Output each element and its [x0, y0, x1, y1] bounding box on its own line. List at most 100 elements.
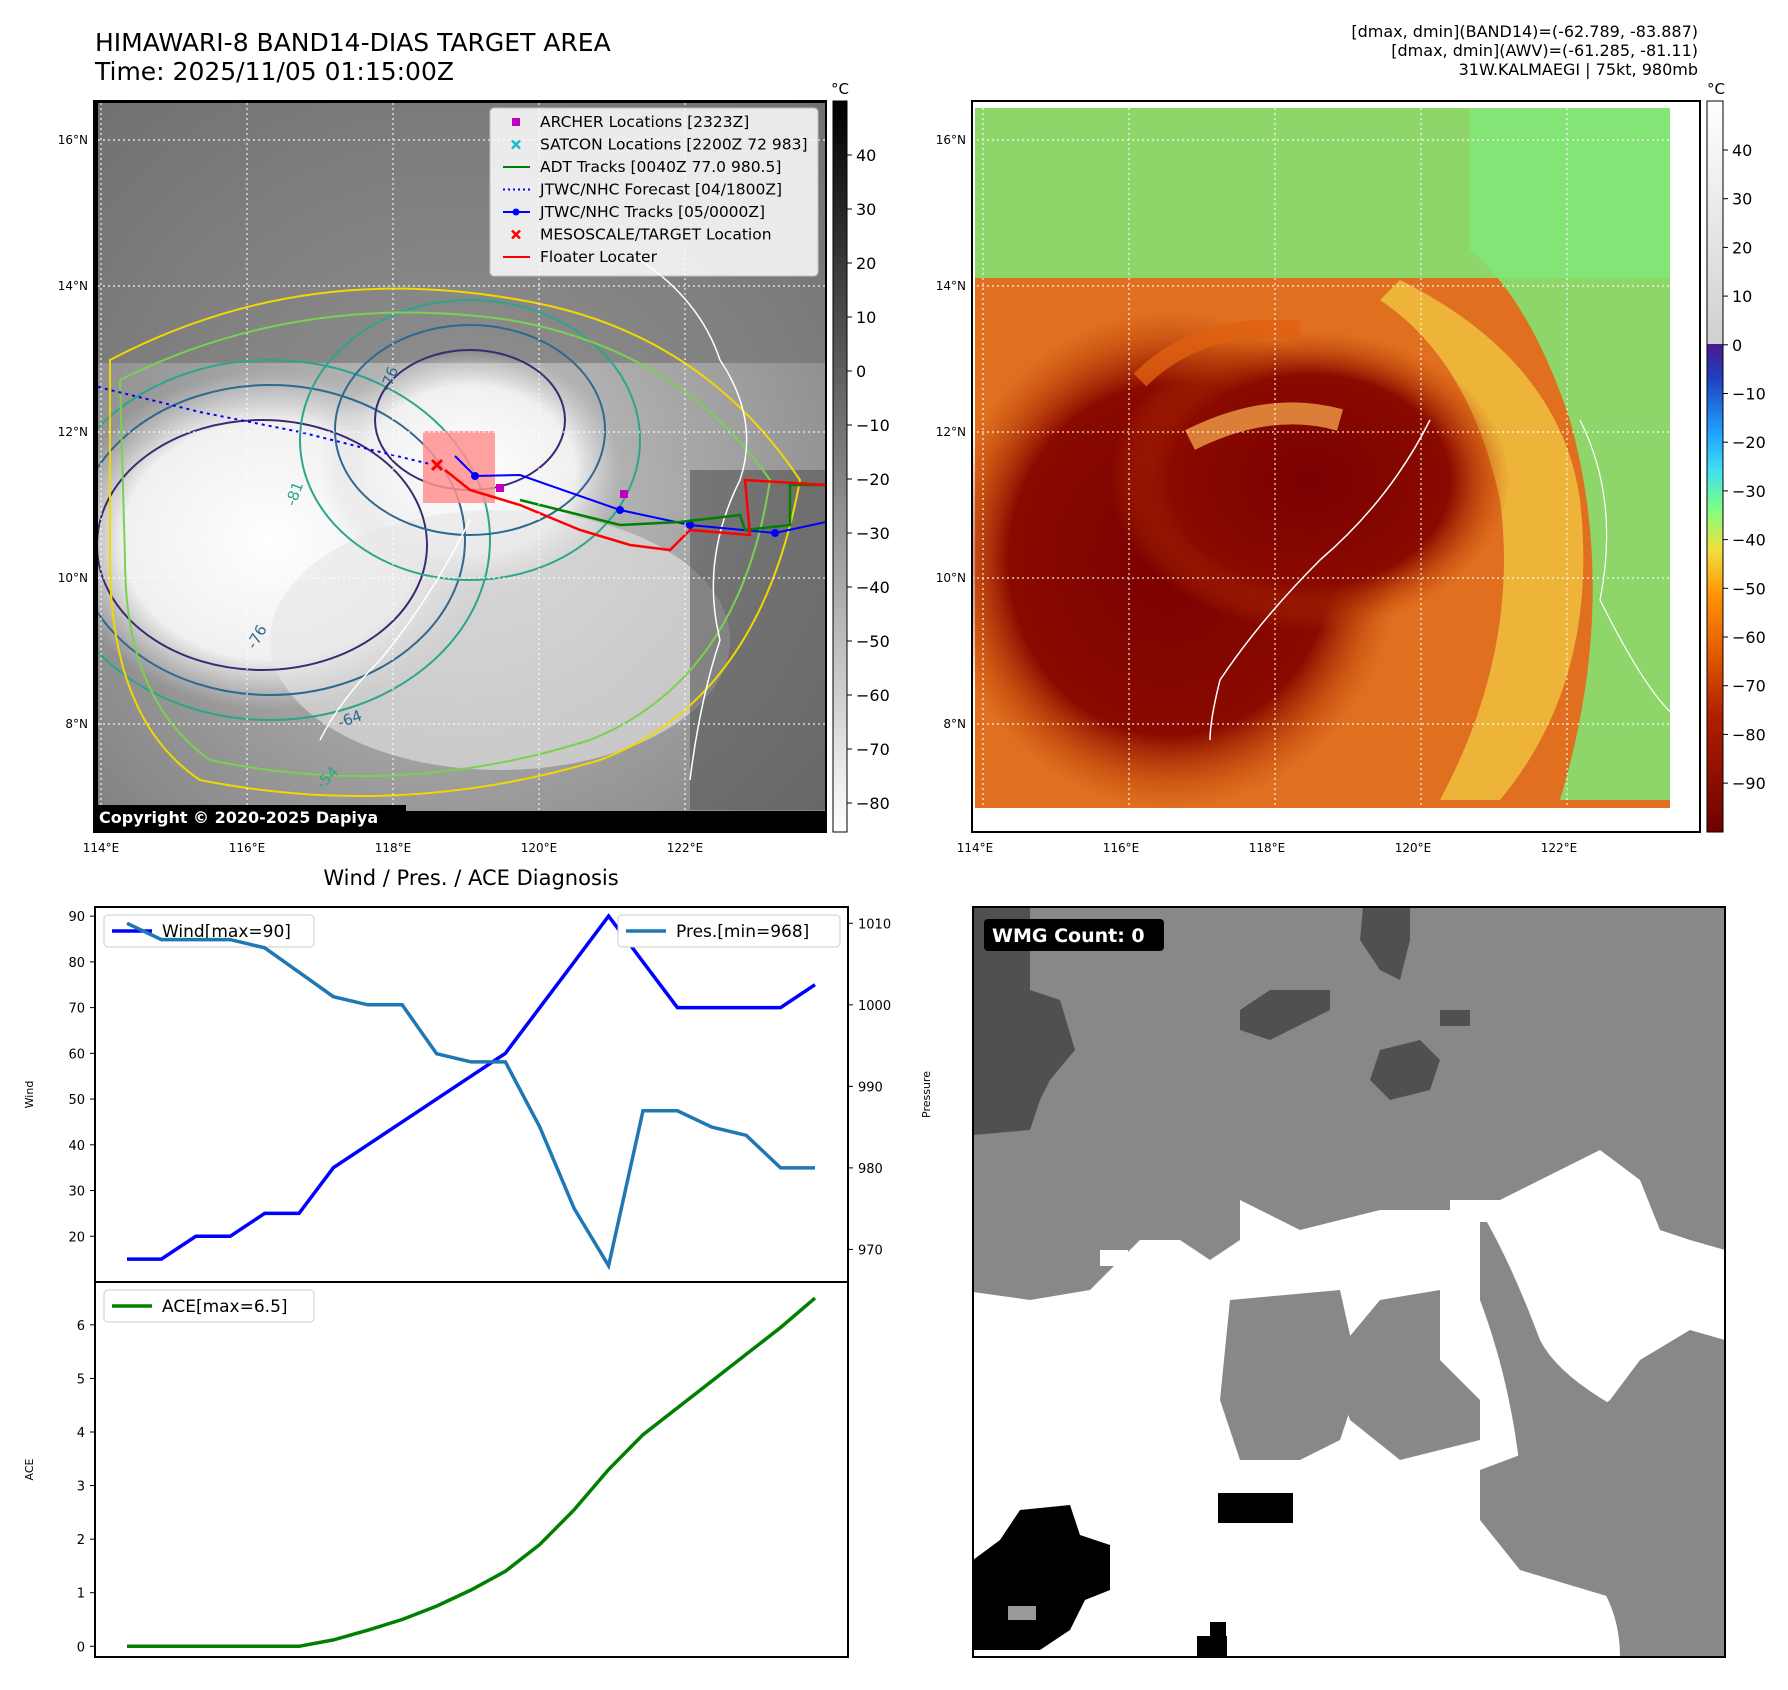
- ytick-label-0: 20: [68, 1230, 85, 1245]
- lat-label-0-4: 8°N: [65, 717, 88, 731]
- lon-label-0-0: 114°E: [83, 841, 120, 855]
- ir-colorbar-tick-label-4: 0: [856, 362, 866, 381]
- legend-label-1: SATCON Locations [2200Z 72 983]: [540, 136, 808, 154]
- lat-label-0-3: 10°N: [58, 571, 88, 585]
- ytick-right-label-3: 1000: [858, 999, 891, 1014]
- ytick-label-3: 50: [68, 1093, 85, 1108]
- wind-pressure-chart: 20 30 40 50 60 70 80 90 Wind Wind[max=90] 970 980 99…: [23, 906, 933, 1283]
- ir-map-panel: -76 -81 -76 -64 -54 Copyright © 2020-202…: [93, 100, 827, 833]
- info-line-1: [dmax, dmin](BAND14)=(-62.789, -83.887): [1351, 22, 1698, 41]
- ytick-label-2: 2: [77, 1533, 85, 1548]
- ytick-label-5: 70: [68, 1002, 85, 1017]
- jtwc-forecast-track: [98, 386, 431, 465]
- awv-map-frame: [971, 100, 1701, 833]
- title-line-2: Time: 2025/11/05 01:15:00Z: [95, 57, 454, 86]
- ytick-right-label-1: 980: [858, 1162, 883, 1177]
- info-line-2: [dmax, dmin](AWV)=(-61.285, -81.11): [1391, 41, 1698, 60]
- awv-colorbar-tick-label-9: −50: [1732, 579, 1766, 598]
- adt-track: [519, 483, 826, 532]
- lon-label-0-4: 122°E: [667, 841, 704, 855]
- ace-chart-frame: [94, 1281, 849, 1658]
- lat-label-1-1: 14°N: [936, 279, 966, 293]
- legend-ace: ACE[max=6.5]: [103, 1289, 315, 1323]
- series-line-wind: [127, 913, 816, 1261]
- ytick-label-1: 30: [68, 1185, 85, 1200]
- awv-colorbar-tick-label-6: −20: [1732, 433, 1766, 452]
- ace-chart: 0 1 2 3 4 5 6 ACE ACE[max=6.5]: [23, 1281, 849, 1658]
- ir-colorbar-tick-label-2: 20: [856, 254, 876, 273]
- ir-colorbar-tick-label-9: −50: [856, 632, 890, 651]
- awv-colorbar-tick-label-13: −90: [1732, 774, 1766, 793]
- awv-colorbar-tick-label-11: −70: [1732, 677, 1766, 696]
- lon-label-1-0: 114°E: [957, 841, 994, 855]
- ir-colorbar: °C 40 30 20 10 0 −10 −20 −30 −40 −50 −60 −70 −80: [831, 80, 890, 833]
- awv-colorbar-tick-label-4: 0: [1732, 336, 1742, 355]
- ytick-right-label-2: 990: [858, 1080, 883, 1095]
- lat-label-0-0: 16°N: [58, 133, 88, 147]
- legend-box: [489, 107, 819, 277]
- wmg-black-region: [973, 1505, 1110, 1650]
- lat-label-0-2: 12°N: [58, 425, 88, 439]
- ytick-label-2: 40: [68, 1139, 85, 1154]
- awv-map-panel: [971, 100, 1701, 833]
- lat-label-1-3: 10°N: [936, 571, 966, 585]
- ytick-right-label-4: 1010: [858, 917, 891, 932]
- ytick-label-0: 0: [77, 1640, 85, 1655]
- lat-label-1-2: 12°N: [936, 425, 966, 439]
- awv-colorbar-tick-label-12: −80: [1732, 725, 1766, 744]
- awv-colorbar-unit: °C: [1707, 80, 1725, 98]
- legend-frame-pressure: [617, 914, 841, 948]
- awv-colorbar-cold: [1707, 344, 1723, 832]
- copyright-box: [94, 805, 406, 829]
- legend-label-5: MESOSCALE/TARGET Location: [540, 226, 772, 244]
- legend-text-pressure: Pres.[min=968]: [676, 922, 809, 942]
- floater-locater-track: [444, 469, 826, 552]
- series-line-pressure: [126, 921, 815, 1271]
- wmg-dark-region: [973, 907, 1075, 1135]
- lat-label-0-1: 14°N: [58, 279, 88, 293]
- title-line-1: HIMAWARI-8 BAND14-DIAS TARGET AREA: [95, 28, 611, 57]
- wmg-panel: WMG Count: 0: [972, 906, 1726, 1658]
- awv-colorbar-warm: [1707, 101, 1723, 344]
- awv-colorbar-tick-label-3: 10: [1732, 287, 1752, 306]
- mesoscale-target-marker: [430, 458, 444, 472]
- diagnosis-title: Wind / Pres. / ACE Diagnosis: [323, 866, 618, 890]
- lat-label-1-0: 16°N: [936, 133, 966, 147]
- ytick-label-3: 3: [77, 1480, 85, 1495]
- ytick-right-label-0: 970: [858, 1243, 883, 1258]
- lat-label-1-4: 8°N: [943, 717, 966, 731]
- ytick-label-7: 90: [68, 910, 85, 925]
- awv-colorbar-tick-label-5: −10: [1732, 385, 1766, 404]
- ir-colorbar-tick-label-5: −10: [856, 416, 890, 435]
- lon-label-0-1: 116°E: [229, 841, 266, 855]
- info-line-3: 31W.KALMAEGI | 75kt, 980mb: [1458, 60, 1698, 79]
- awv-colorbar-tick-label-2: 20: [1732, 238, 1752, 257]
- legend-label-4: JTWC/NHC Tracks [05/0000Z]: [539, 203, 765, 221]
- lon-label-0-3: 120°E: [521, 841, 558, 855]
- map-axis-labels: 114°E 116°E 118°E 120°E 122°E 16°N 14°N 12°N 10°…: [58, 133, 1578, 855]
- lon-label-0-2: 118°E: [375, 841, 412, 855]
- archer-marker: [620, 490, 628, 498]
- ytick-label-5: 5: [77, 1372, 85, 1387]
- legend-wind: Wind[max=90]: [103, 914, 315, 948]
- ytick-label-4: 4: [77, 1426, 85, 1441]
- ylabel-wind: Wind: [23, 1081, 36, 1109]
- wind-chart-frame: [94, 906, 849, 1283]
- legend-dot-4: [512, 208, 520, 216]
- legend-marker-0: [512, 118, 520, 126]
- ir-colorbar-unit: °C: [831, 80, 849, 98]
- ir-colorbar-tick-label-3: 10: [856, 308, 876, 327]
- lon-label-1-3: 120°E: [1395, 841, 1432, 855]
- info-block: [dmax, dmin](BAND14)=(-62.789, -83.887) …: [1351, 22, 1698, 79]
- legend-marker-5: [511, 229, 521, 240]
- wmg-count-label: WMG Count: 0: [992, 925, 1145, 947]
- legend-text-wind: Wind[max=90]: [162, 922, 291, 942]
- legend-label-0: ARCHER Locations [2323Z]: [540, 113, 749, 131]
- ytick-label-6: 6: [77, 1319, 85, 1334]
- ytick-label-1: 1: [77, 1587, 85, 1602]
- ir-colorbar-bar: [832, 100, 848, 833]
- wmg-count-box: [984, 919, 1164, 951]
- awv-colorbar-tick-label-8: −40: [1732, 531, 1766, 550]
- ir-colorbar-tick-label-12: −80: [856, 794, 890, 813]
